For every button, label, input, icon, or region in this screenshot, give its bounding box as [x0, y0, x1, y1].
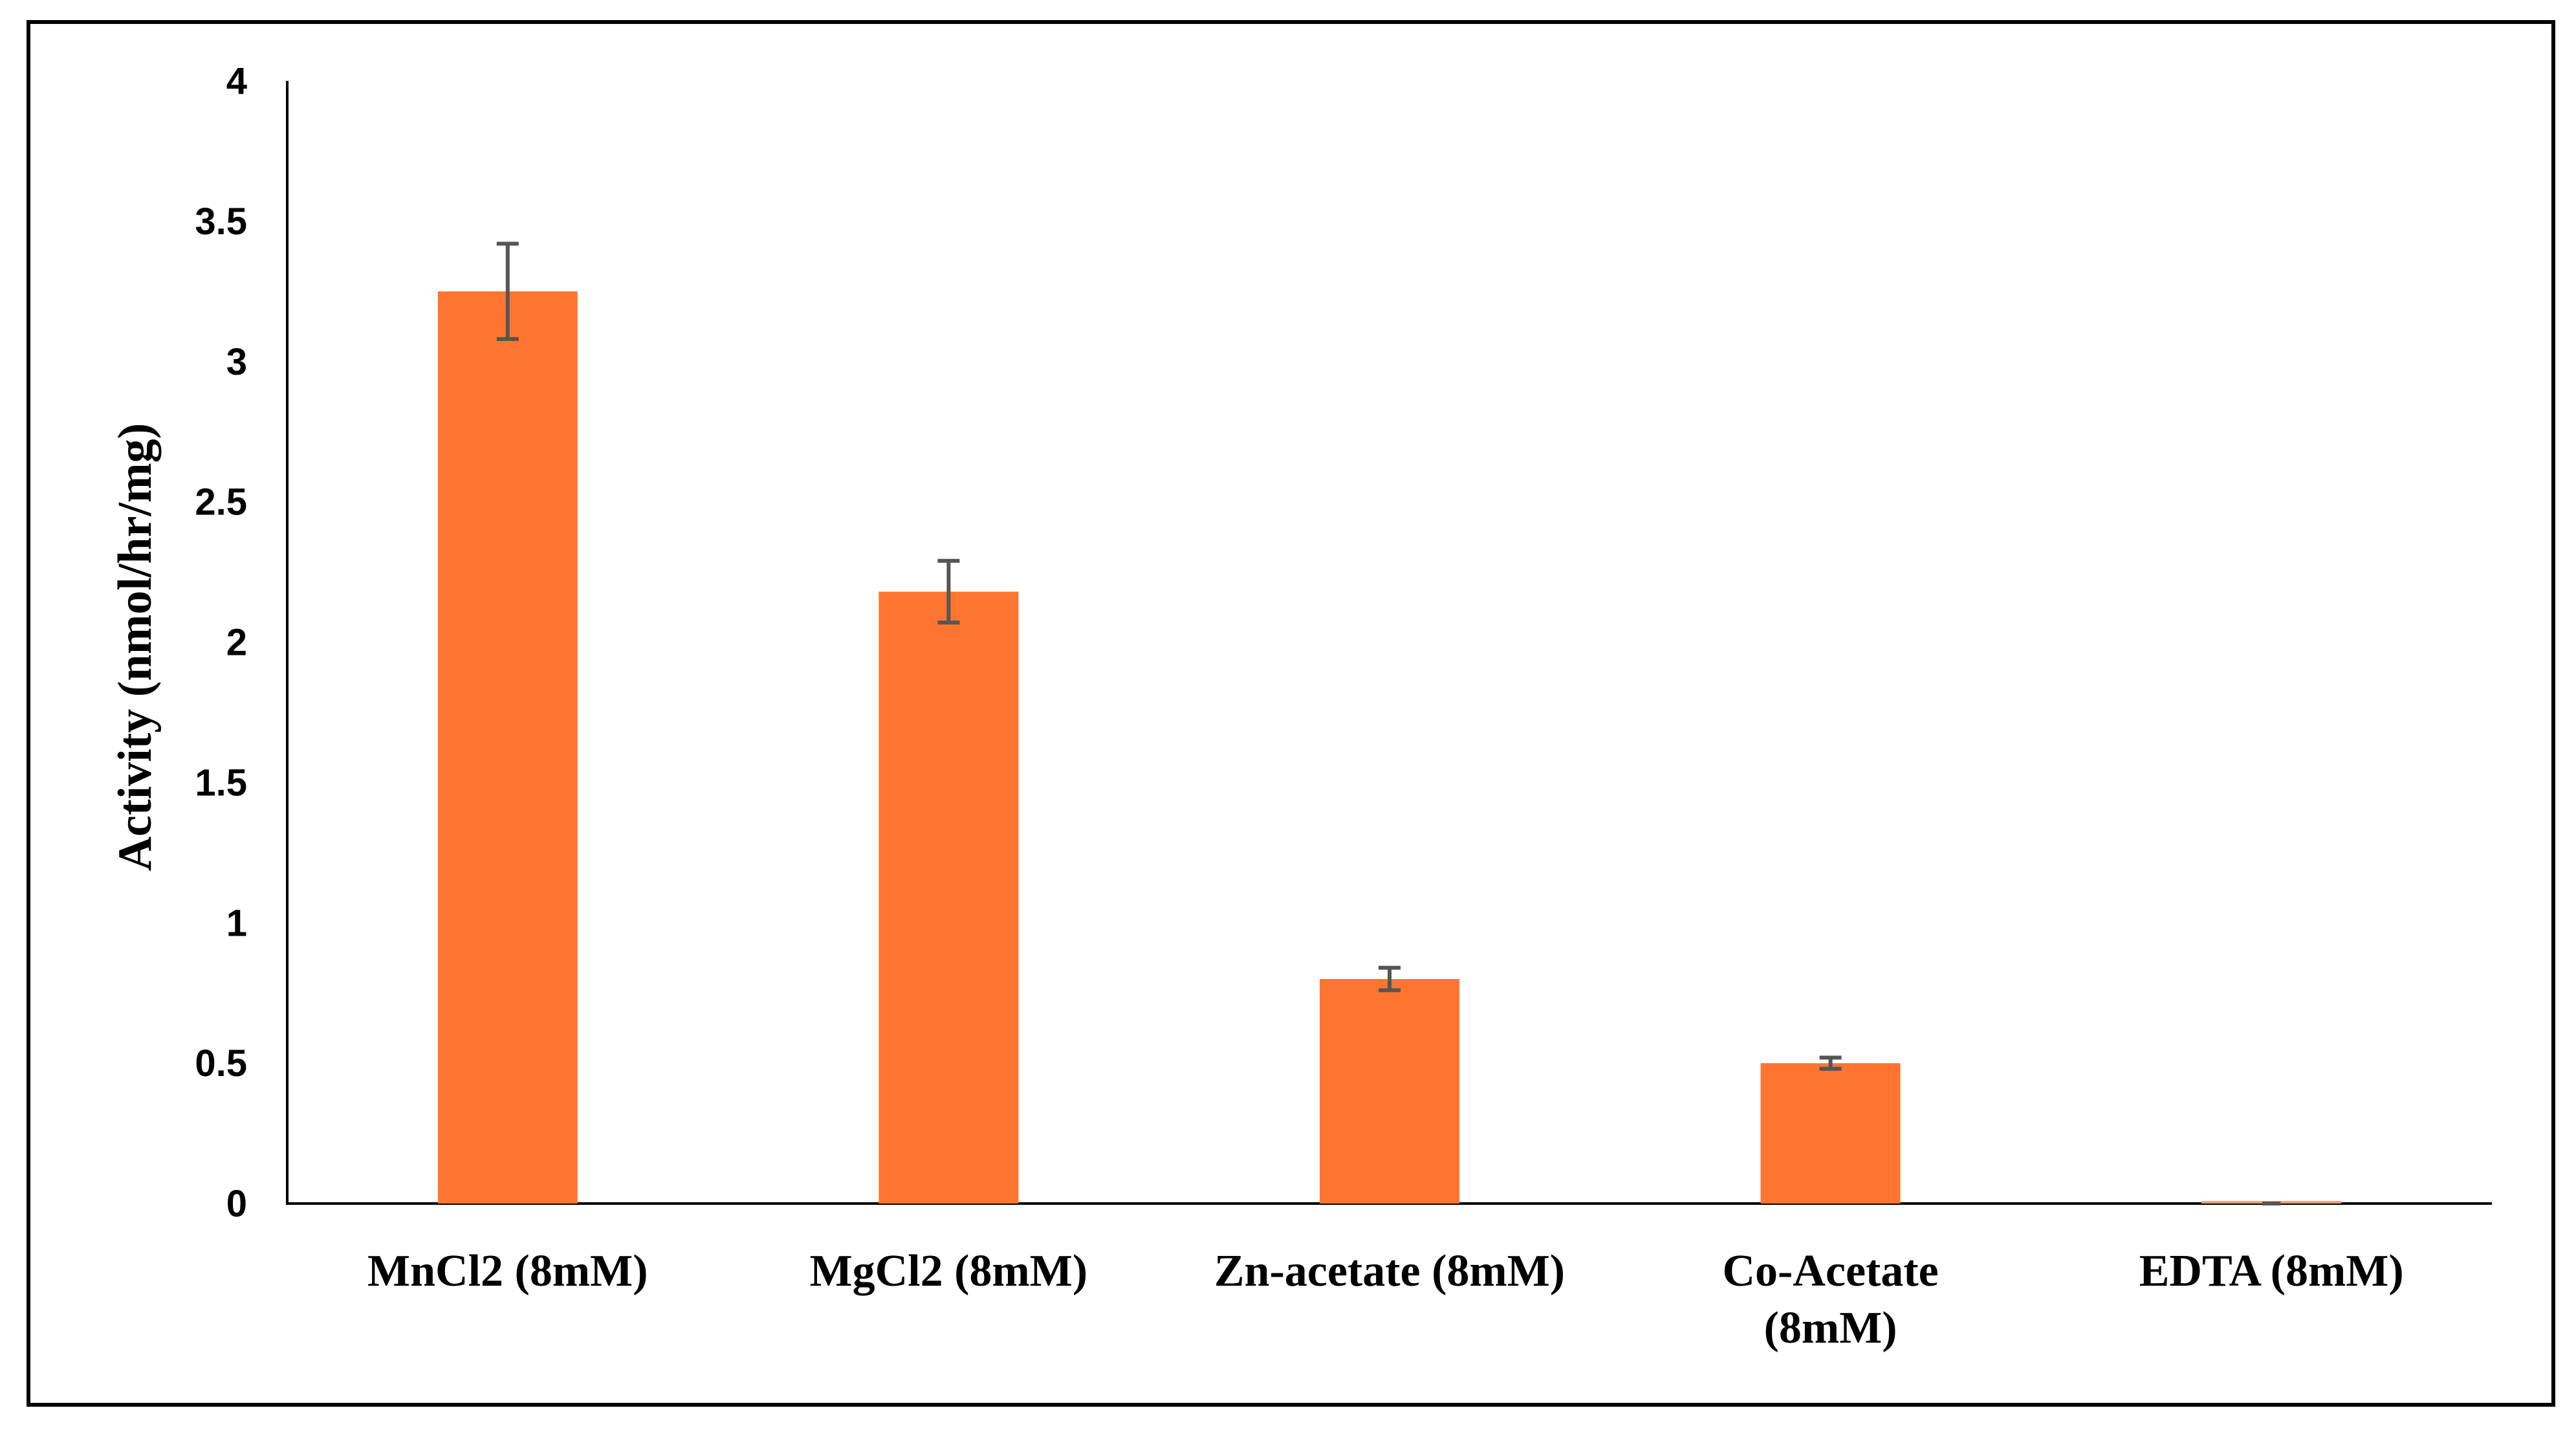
y-tick-label: 1.5 — [195, 762, 247, 804]
x-tick-label: EDTA (8mM) — [2139, 1246, 2404, 1296]
y-tick-label: 0.5 — [195, 1042, 247, 1084]
y-tick-label: 2 — [226, 622, 247, 664]
x-tick-label: (8mM) — [1764, 1303, 1897, 1353]
chart-frame — [27, 20, 2555, 1407]
y-tick-label: 4 — [226, 60, 247, 102]
x-tick-labels: MnCl2 (8mM) MgCl2 (8mM) Zn-acetate (8mM) Co… — [367, 1246, 2404, 1353]
bar — [1760, 1063, 1901, 1204]
y-tick-label: 3 — [226, 341, 247, 383]
error-bar — [937, 558, 960, 625]
error-bar — [1819, 1055, 1842, 1071]
bar — [437, 291, 578, 1204]
y-tick-label: 3.5 — [195, 201, 247, 243]
y-axis: 0 0.5 1 1.5 2 2.5 3 3.5 4 — [195, 60, 289, 1225]
y-axis-label: Activity (nmol/hr/mg) — [109, 423, 162, 872]
x-tick-label: Zn-acetate (8mM) — [1214, 1246, 1565, 1296]
x-tick-label: MnCl2 (8mM) — [367, 1246, 648, 1296]
bars — [437, 291, 2342, 1204]
error-bar — [1379, 965, 1401, 993]
x-tick-label: Co-Acetate — [1722, 1246, 1938, 1296]
error-bars — [496, 241, 2281, 1205]
bar — [1320, 979, 1459, 1204]
bar — [879, 591, 1019, 1204]
y-tick-label: 0 — [226, 1183, 247, 1225]
x-tick-label: MgCl2 (8mM) — [810, 1246, 1088, 1296]
error-bar — [496, 241, 519, 342]
y-tick-labels: 0 0.5 1 1.5 2 2.5 3 3.5 4 — [195, 60, 247, 1225]
y-tick-label: 2.5 — [195, 481, 247, 523]
y-tick-label: 1 — [226, 902, 247, 944]
